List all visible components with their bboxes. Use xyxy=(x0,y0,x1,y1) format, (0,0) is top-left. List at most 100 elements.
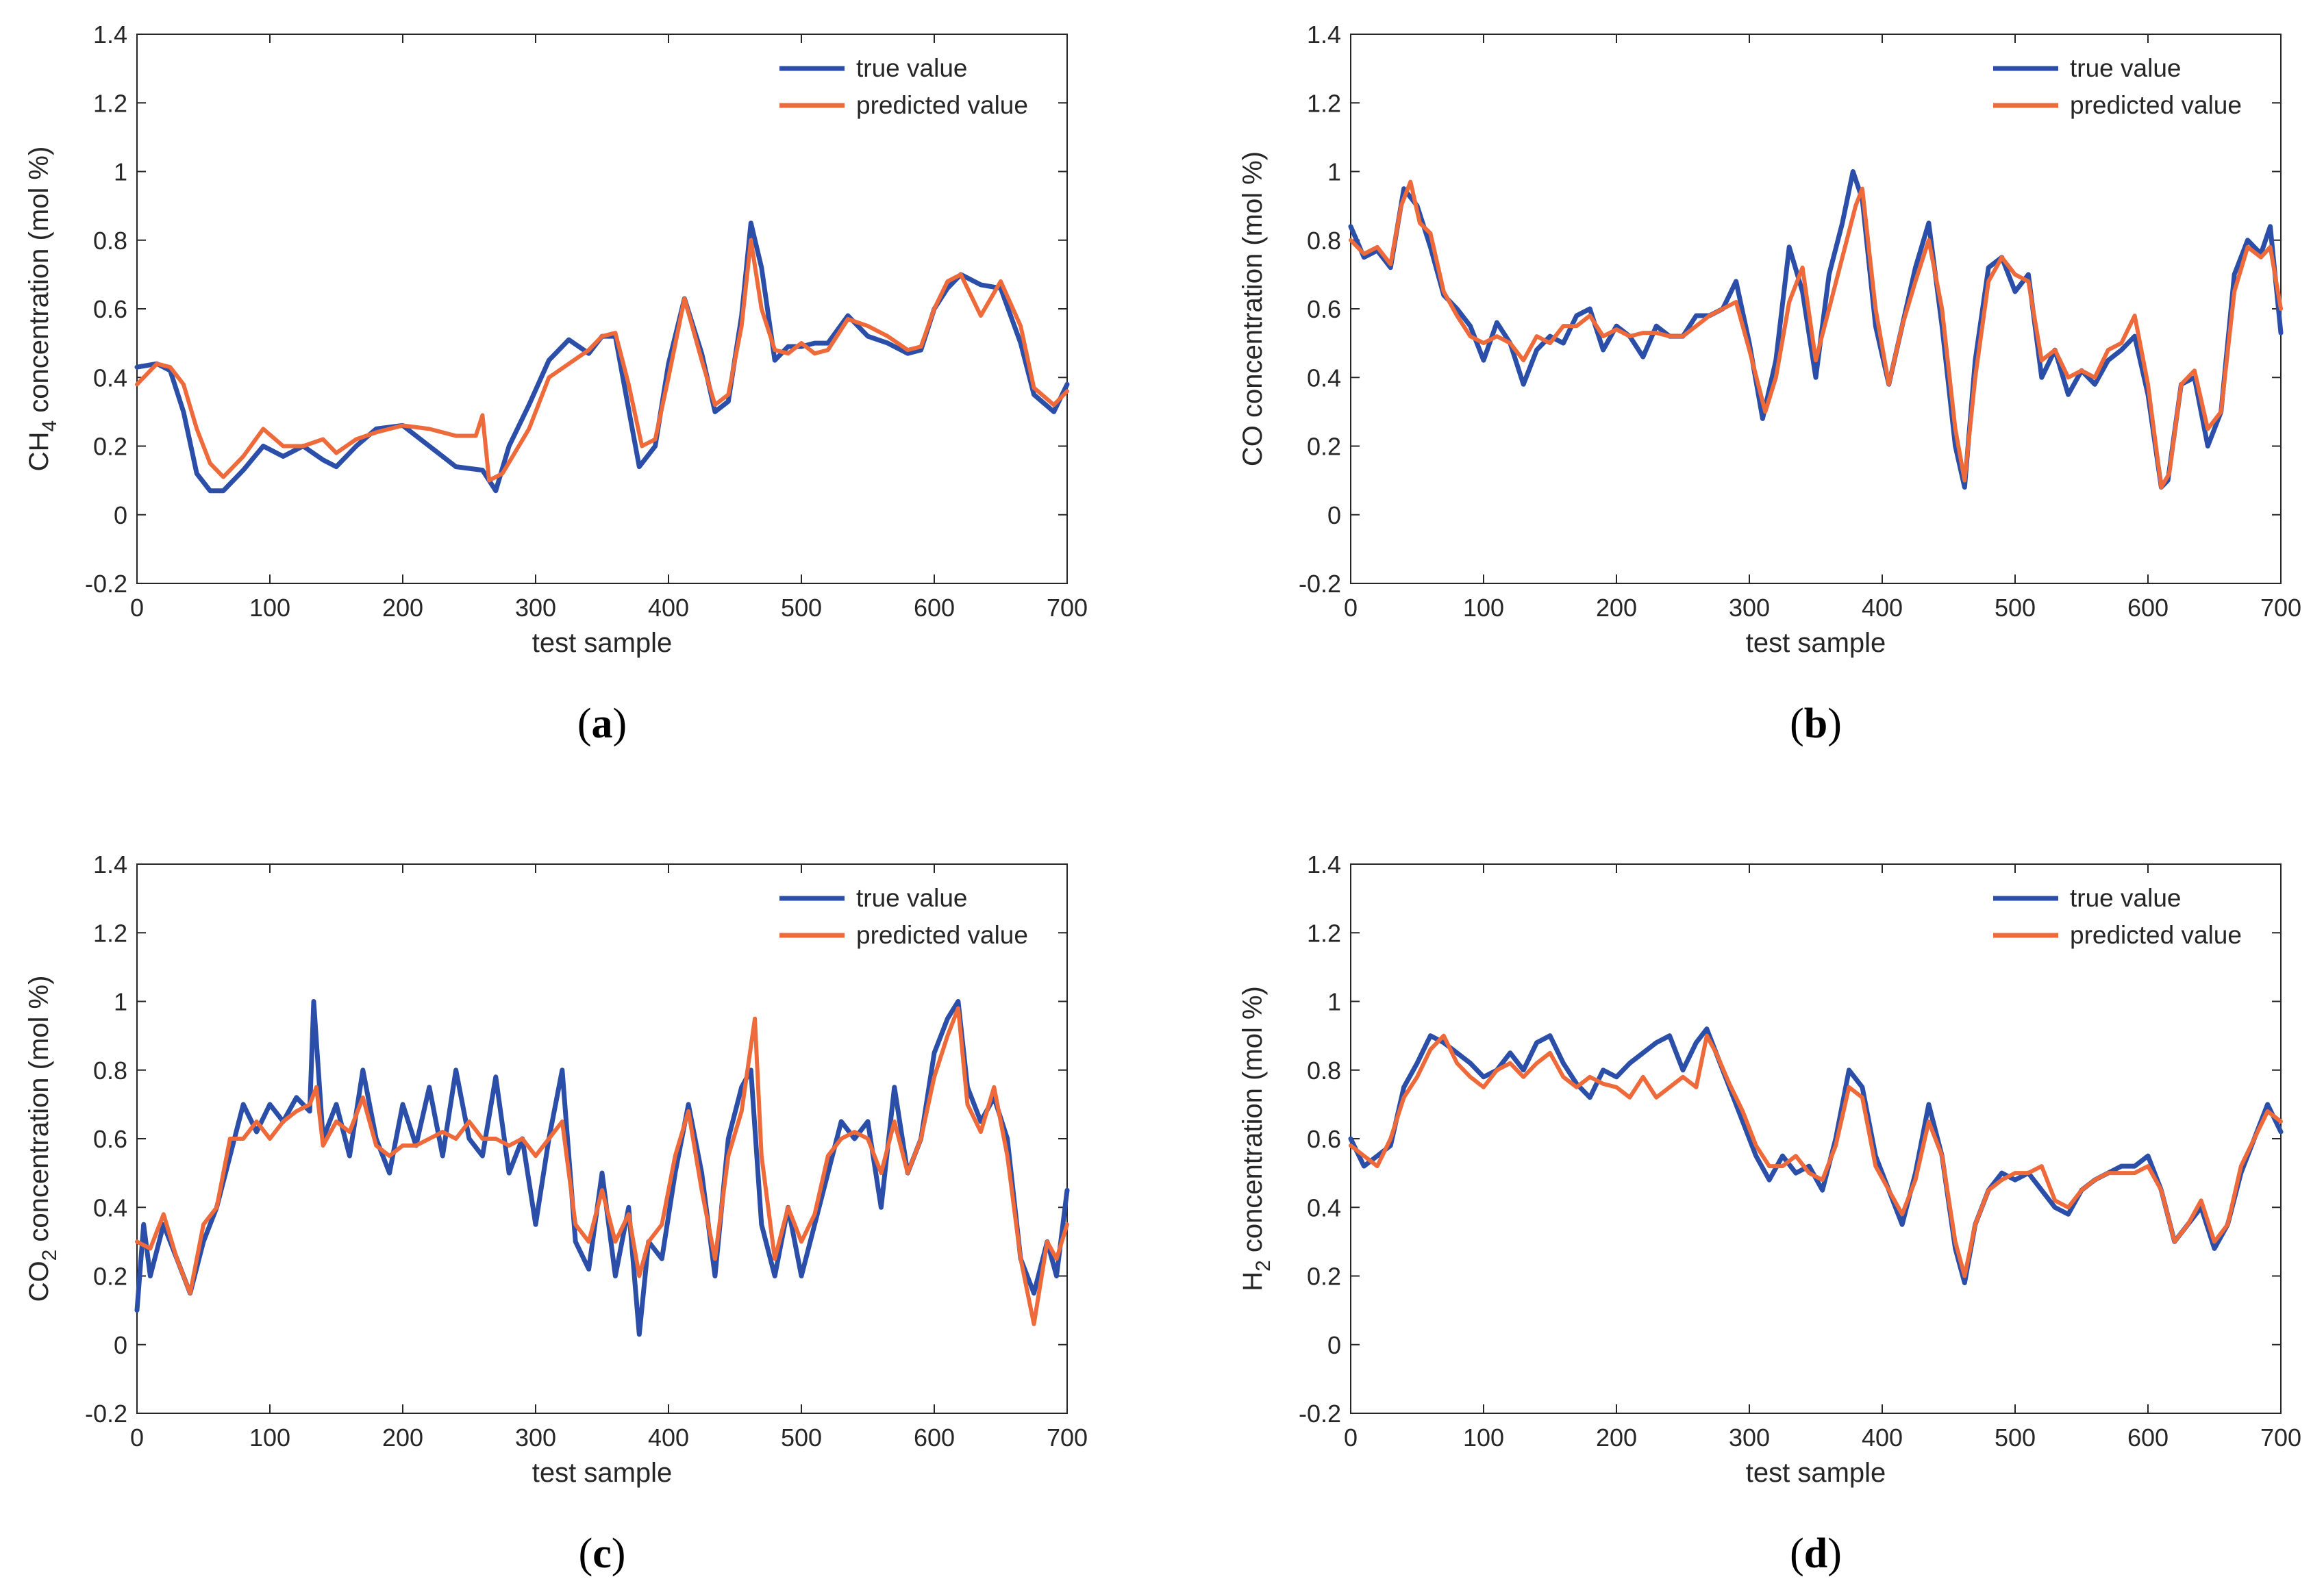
y-tick-label: 0.6 xyxy=(93,295,127,323)
y-axis-label-subscript: 2 xyxy=(1252,1260,1275,1272)
x-tick-label: 700 xyxy=(1047,594,1088,622)
y-tick-label: -0.2 xyxy=(1299,570,1341,598)
panel-caption: (c) xyxy=(579,1530,626,1577)
x-tick-label: 0 xyxy=(1344,1424,1358,1452)
x-tick-label: 300 xyxy=(515,594,556,622)
y-axis-label: CH4 concentration (mol %) xyxy=(24,147,61,472)
panel-caption-letter: c xyxy=(592,1530,612,1577)
panel-caption-open: ( xyxy=(1790,700,1804,747)
legend-label: predicted value xyxy=(856,91,1028,119)
legend-label: true value xyxy=(856,884,968,912)
series-predicted-value-line xyxy=(1349,179,2283,490)
panel-caption: (a) xyxy=(577,700,627,747)
y-tick-label: 0.2 xyxy=(1307,1263,1341,1291)
x-tick-label: 500 xyxy=(1995,594,2036,622)
series-predicted-value-line xyxy=(1349,1033,2283,1278)
x-tick-label: 200 xyxy=(382,594,423,622)
y-axis-label: H2 concentration (mol %) xyxy=(1238,986,1275,1291)
y-tick-label: 1.2 xyxy=(1307,919,1341,947)
y-tick-label: 0.8 xyxy=(93,1057,127,1085)
x-tick-label: 200 xyxy=(1596,594,1637,622)
y-tick-label: 0 xyxy=(1327,1331,1341,1359)
y-tick-label: 0 xyxy=(1327,501,1341,529)
panel-caption-close: ) xyxy=(612,1530,626,1577)
x-tick-label: 0 xyxy=(130,1424,144,1452)
panel-caption-letter: d xyxy=(1804,1530,1827,1577)
y-axis-label-subscript: 4 xyxy=(38,420,61,432)
y-tick-label: 1.2 xyxy=(93,89,127,117)
y-axis-label-rest: concentration (mol %) xyxy=(1238,986,1268,1260)
y-tick-label: 1.2 xyxy=(1307,89,1341,117)
x-axis-label: test sample xyxy=(532,628,673,658)
x-tick-label: 500 xyxy=(781,1424,822,1452)
x-axis-label: test sample xyxy=(1746,628,1886,658)
panel-caption-close: ) xyxy=(613,700,627,747)
y-tick-label: 1.2 xyxy=(93,919,127,947)
x-tick-label: 100 xyxy=(249,1424,290,1452)
y-tick-label: 0.8 xyxy=(93,227,127,255)
x-tick-label: 700 xyxy=(1047,1424,1088,1452)
legend-label: predicted value xyxy=(2070,91,2242,119)
legend-label: true value xyxy=(2070,54,2182,82)
x-tick-label: 700 xyxy=(2260,1424,2301,1452)
x-tick-label: 500 xyxy=(1995,1424,2036,1452)
panel-caption: (d) xyxy=(1790,1530,1842,1577)
plot-frame xyxy=(1350,863,2282,1414)
x-tick-label: 500 xyxy=(781,594,822,622)
legend-label: true value xyxy=(2070,884,2182,912)
y-tick-label: -0.2 xyxy=(1299,1400,1341,1428)
x-tick-label: 100 xyxy=(1463,594,1504,622)
x-tick-label: 300 xyxy=(515,1424,556,1452)
y-axis-label-main: CH xyxy=(24,432,54,472)
x-tick-label: 100 xyxy=(249,594,290,622)
y-axis-label-subscript: 2 xyxy=(38,1250,61,1261)
y-tick-label: 0.6 xyxy=(1307,1125,1341,1153)
panel-caption: (b) xyxy=(1790,700,1842,747)
y-axis-label: CO concentration (mol %) xyxy=(1238,151,1268,466)
y-axis-label-main: CO concentration (mol %) xyxy=(1238,151,1268,466)
legend-label: true value xyxy=(856,54,968,82)
y-tick-label: 0.8 xyxy=(1307,227,1341,255)
series-predicted-value-line xyxy=(135,1006,1069,1326)
y-tick-label: 0.4 xyxy=(1307,1193,1341,1222)
y-tick-label: 0.2 xyxy=(93,1263,127,1291)
y-tick-label: 0.4 xyxy=(93,1193,127,1222)
y-tick-label: 0 xyxy=(114,1331,127,1359)
x-tick-label: 200 xyxy=(1596,1424,1637,1452)
x-axis-label: test sample xyxy=(532,1458,673,1488)
series-predicted-value-line xyxy=(135,238,1069,483)
y-tick-label: 1 xyxy=(1327,988,1341,1016)
panel-a: 0 100 200 300 400 500 600 700-0.200.20.40.60.81… xyxy=(24,21,1088,747)
x-axis-label: test sample xyxy=(1746,1458,1886,1488)
y-axis-label: CO2 concentration (mol %) xyxy=(24,976,61,1302)
y-tick-label: 1.4 xyxy=(93,850,127,879)
x-tick-label: 0 xyxy=(130,594,144,622)
y-tick-label: 0.4 xyxy=(1307,364,1341,392)
panel-c: 0 100 200 300 400 500 600 700-0.200.20.40.60.81… xyxy=(24,850,1088,1577)
panel-caption-close: ) xyxy=(1827,1530,1842,1577)
x-tick-label: 400 xyxy=(648,594,689,622)
y-tick-label: 1.4 xyxy=(93,21,127,49)
y-tick-label: 1.4 xyxy=(1307,21,1341,49)
plot-frame xyxy=(136,34,1068,584)
x-tick-label: 600 xyxy=(2127,594,2169,622)
series-true-value-line xyxy=(134,220,1070,494)
x-tick-label: 400 xyxy=(1862,594,1903,622)
y-tick-label: 1 xyxy=(1327,158,1341,186)
panel-caption-letter: a xyxy=(592,700,613,747)
y-tick-label: 0.6 xyxy=(93,1125,127,1153)
y-tick-label: -0.2 xyxy=(85,570,127,598)
y-tick-label: 0.8 xyxy=(1307,1057,1341,1085)
y-tick-label: 0.2 xyxy=(1307,433,1341,461)
x-tick-label: 400 xyxy=(648,1424,689,1452)
y-tick-label: 1 xyxy=(114,988,127,1016)
panel-caption-open: ( xyxy=(577,700,592,747)
legend-label: predicted value xyxy=(2070,921,2242,949)
y-tick-label: -0.2 xyxy=(85,1400,127,1428)
panel-caption-open: ( xyxy=(579,1530,593,1577)
plot-frame xyxy=(1350,34,2282,584)
x-tick-label: 0 xyxy=(1344,594,1358,622)
y-tick-label: 0.6 xyxy=(1307,295,1341,323)
x-tick-label: 600 xyxy=(2127,1424,2169,1452)
